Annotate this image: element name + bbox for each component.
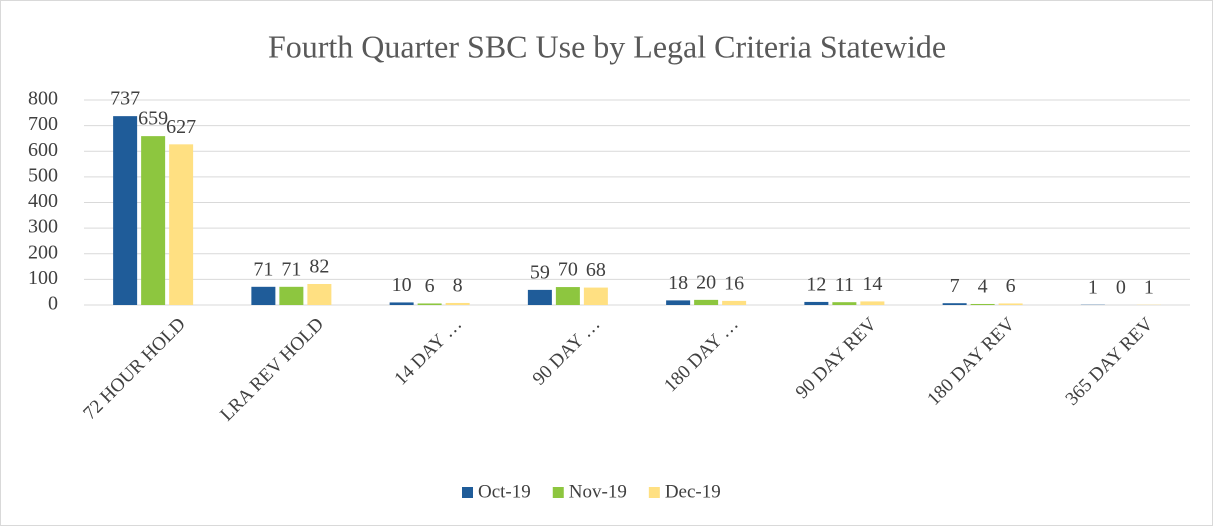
y-tick-label: 800 — [28, 88, 58, 110]
bar — [251, 286, 276, 305]
data-label: 71 — [281, 258, 301, 280]
bar — [113, 116, 138, 305]
y-tick-label: 100 — [28, 267, 58, 289]
data-label: 12 — [806, 274, 826, 296]
y-tick-label: 300 — [28, 216, 58, 238]
data-label: 659 — [138, 108, 168, 130]
data-label: 59 — [530, 261, 550, 283]
legend-label: Nov-19 — [569, 481, 627, 502]
bar — [804, 301, 829, 305]
data-label: 16 — [724, 272, 744, 294]
y-tick-label: 700 — [28, 113, 58, 135]
y-tick-label: 500 — [28, 164, 58, 186]
bar — [583, 287, 608, 305]
legend-label: Oct-19 — [478, 481, 531, 502]
bar — [722, 300, 747, 305]
bar — [389, 302, 414, 305]
bar — [666, 300, 691, 305]
bar — [832, 302, 857, 305]
data-label: 6 — [1006, 275, 1016, 297]
y-tick-label: 400 — [28, 190, 58, 212]
legend-swatch — [552, 487, 564, 498]
bar — [970, 303, 995, 305]
data-label: 4 — [978, 276, 988, 298]
data-label: 6 — [425, 275, 435, 297]
bar — [307, 283, 332, 305]
data-label: 71 — [253, 258, 273, 280]
bar — [694, 299, 719, 305]
data-label: 8 — [453, 275, 463, 297]
data-label: 14 — [862, 273, 882, 295]
data-label: 737 — [110, 88, 140, 110]
bar — [860, 301, 885, 305]
bar — [998, 303, 1023, 305]
data-label: 10 — [392, 274, 412, 296]
data-label: 20 — [696, 271, 716, 293]
bar — [141, 136, 166, 305]
data-label: 18 — [668, 272, 688, 294]
bar — [417, 303, 442, 305]
legend-swatch — [462, 487, 473, 498]
y-tick-label: 600 — [28, 139, 58, 161]
legend-swatch — [648, 487, 660, 498]
bar — [279, 286, 304, 305]
data-label: 627 — [166, 116, 196, 138]
bar — [942, 303, 967, 305]
data-label: 70 — [558, 259, 578, 281]
data-label: 7 — [950, 275, 960, 297]
bar — [445, 302, 470, 305]
y-tick-label: 200 — [28, 241, 58, 263]
data-label: 82 — [309, 256, 329, 278]
bar — [527, 289, 552, 305]
data-label: 1 — [1088, 276, 1098, 298]
bar — [169, 144, 194, 305]
data-label: 0 — [1116, 277, 1126, 299]
bar — [555, 287, 580, 305]
legend-label: Dec-19 — [665, 481, 721, 502]
y-tick-label: 0 — [48, 293, 58, 315]
data-label: 1 — [1144, 276, 1154, 298]
data-label: 11 — [835, 274, 854, 296]
chart-title: Fourth Quarter SBC Use by Legal Criteria… — [268, 28, 946, 64]
data-label: 68 — [586, 259, 606, 281]
